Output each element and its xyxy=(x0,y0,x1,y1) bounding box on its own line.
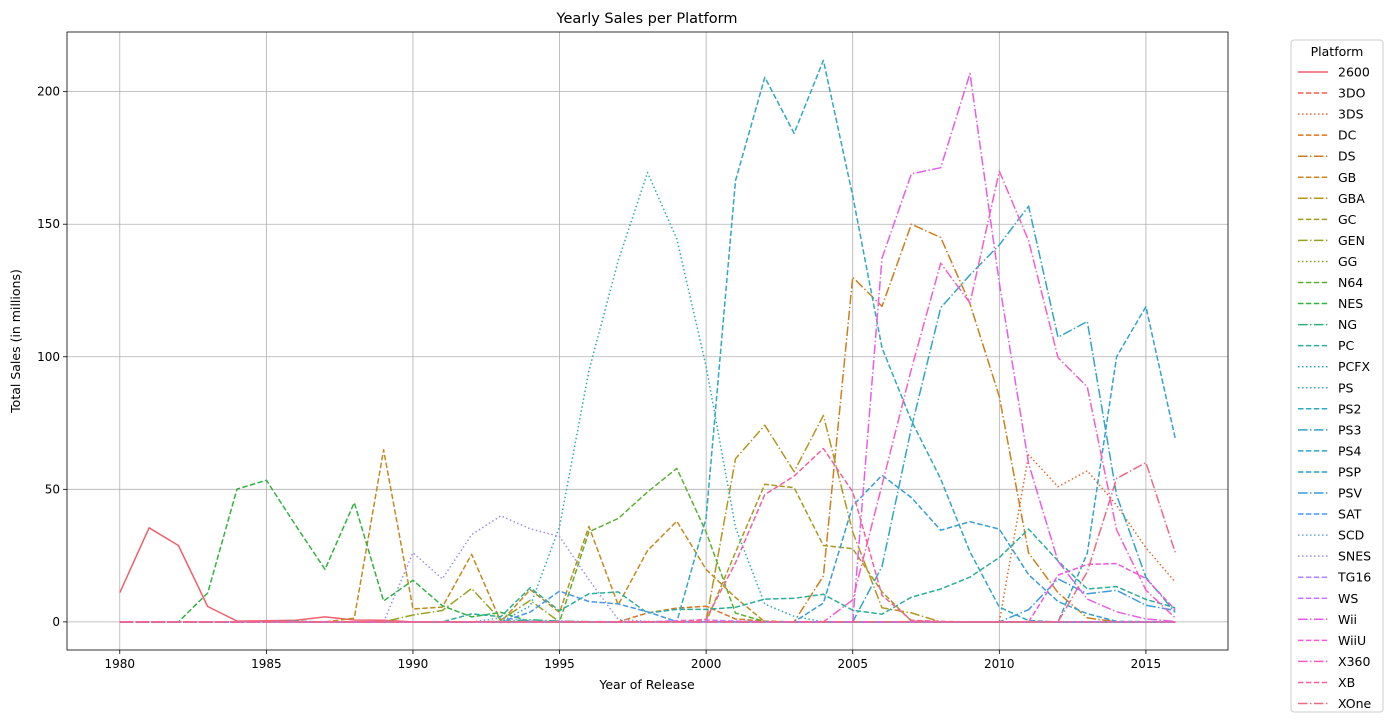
legend-label-2600: 2600 xyxy=(1338,65,1370,80)
y-tick-label: 100 xyxy=(37,350,60,364)
legend-label-scd: SCD xyxy=(1338,528,1364,543)
legend-label-ws: WS xyxy=(1338,591,1358,606)
x-tick-label: 1985 xyxy=(251,657,282,671)
chart-title: Yearly Sales per Platform xyxy=(556,11,738,27)
legend-label-x360: X360 xyxy=(1338,654,1370,669)
legend-label-sat: SAT xyxy=(1338,507,1362,522)
legend-label-ps3: PS3 xyxy=(1338,422,1361,437)
legend-label-dc: DC xyxy=(1338,128,1357,143)
legend-label-wii: Wii xyxy=(1338,612,1357,627)
y-tick-label: 0 xyxy=(52,615,60,629)
x-tick-label: 1980 xyxy=(104,657,135,671)
legend-label-xone: XOne xyxy=(1338,696,1372,711)
legend-label-xb: XB xyxy=(1338,675,1355,690)
x-tick-label: 2015 xyxy=(1131,657,1162,671)
legend-box xyxy=(1291,40,1383,712)
legend-title: Platform xyxy=(1311,44,1364,59)
legend-label-pc: PC xyxy=(1338,338,1355,353)
y-tick-label: 50 xyxy=(45,482,60,496)
x-tick-label: 2000 xyxy=(691,657,722,671)
legend-label-snes: SNES xyxy=(1338,549,1371,564)
legend-label-ps2: PS2 xyxy=(1338,401,1361,416)
legend-label-tg16: TG16 xyxy=(1337,570,1371,585)
legend: Platform 2600 3DO 3DS DC DS GB GBA GC GEN GG N64 NE… xyxy=(1291,40,1383,712)
legend-label-nes: NES xyxy=(1338,296,1363,311)
legend-label-wiiu: WiiU xyxy=(1338,633,1366,648)
legend-label-psv: PSV xyxy=(1338,486,1362,501)
legend-label-ps: PS xyxy=(1338,380,1354,395)
y-axis-label: Total Sales (in millions) xyxy=(8,269,23,414)
legend-label-pcfx: PCFX xyxy=(1338,359,1370,374)
legend-label-ng: NG xyxy=(1338,317,1357,332)
legend-label-gb: GB xyxy=(1338,170,1356,185)
x-tick-label: 2010 xyxy=(984,657,1015,671)
legend-label-psp: PSP xyxy=(1338,464,1361,479)
legend-label-3ds: 3DS xyxy=(1338,107,1364,122)
legend-label-n64: N64 xyxy=(1338,275,1363,290)
legend-label-gc: GC xyxy=(1338,212,1357,227)
legend-label-ps4: PS4 xyxy=(1338,443,1361,458)
legend-label-ds: DS xyxy=(1338,149,1356,164)
x-tick-label: 1995 xyxy=(544,657,575,671)
legend-label-gba: GBA xyxy=(1338,191,1365,206)
x-tick-label: 2005 xyxy=(837,657,868,671)
x-axis-label: Year of Release xyxy=(598,677,695,692)
y-tick-label: 200 xyxy=(37,85,60,99)
y-tick-label: 150 xyxy=(37,217,60,231)
legend-label-gen: GEN xyxy=(1338,233,1365,248)
legend-label-3do: 3DO xyxy=(1338,86,1366,101)
legend-label-gg: GG xyxy=(1338,254,1357,269)
x-tick-label: 1990 xyxy=(398,657,429,671)
